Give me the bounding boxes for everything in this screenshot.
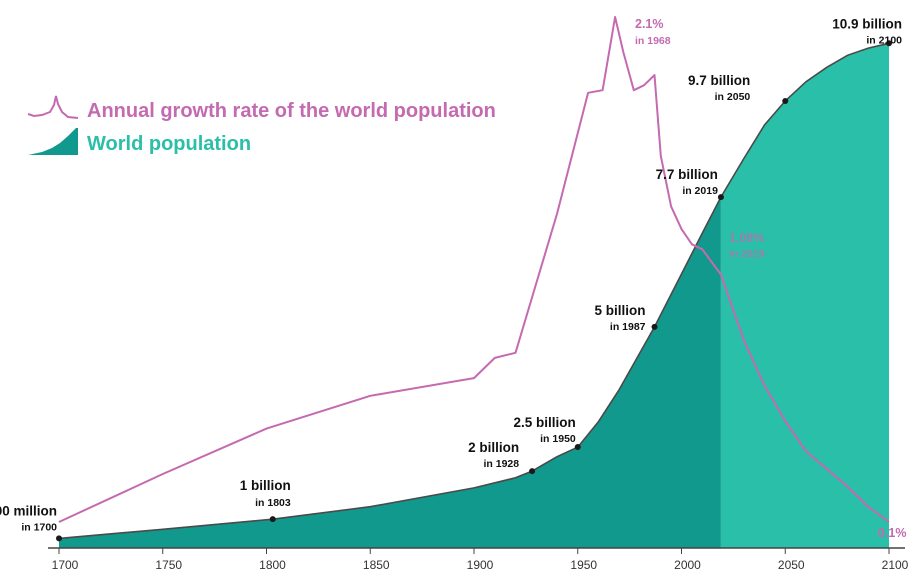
legend: Annual growth rate of the world populati… [27,95,496,155]
population-area [59,43,889,549]
population-year-label: in 1700 [21,521,57,533]
legend-population-label: World population [87,133,251,155]
x-tick-label: 1750 [155,558,182,572]
x-tick-label: 1700 [52,558,79,572]
population-value-label: 2.5 billion [513,415,575,430]
population-area-historical [59,197,721,548]
population-markers [56,40,892,542]
population-value-label: 10.9 billion [832,16,902,31]
population-year-label: in 2100 [866,34,902,46]
x-tick-label: 1950 [570,558,597,572]
growth-end-value-label: 0.1% [878,526,907,540]
x-tick-label: 2050 [778,558,805,572]
population-value-label: 1 billion [240,478,291,493]
population-year-label: in 2019 [682,185,718,197]
growth-peak-year-label: in 1968 [635,35,671,47]
population-value-label: 9.7 billion [688,73,750,88]
population-value-label: 600 million [0,503,57,518]
population-year-label: in 1950 [540,433,576,445]
data-labels: 600 million in 1700 1 billion in 1803 2 bill… [0,16,907,540]
x-tick-label: 1900 [467,558,494,572]
growth-rate-series-line [58,16,890,523]
population-area-projection [720,43,889,549]
population-year-label: in 1928 [483,458,519,470]
x-tick-label: 2000 [674,558,701,572]
population-year-label: in 1987 [610,321,646,333]
x-tick-label: 2100 [882,558,909,572]
population-marker [782,97,789,104]
population-marker [574,444,581,451]
population-marker [529,468,536,475]
population-year-label: in 2050 [715,91,751,103]
population-value-label: 2 billion [468,440,519,455]
population-marker [56,535,62,542]
growth-line-icon [27,95,79,119]
population-value-label: 5 billion [595,303,646,318]
population-year-label: in 1803 [255,497,291,509]
x-axis: 1700 1750 1800 1850 1900 1950 2000 2050 2100 [48,547,909,572]
population-area-icon [28,128,78,155]
x-tick-label: 1850 [363,558,390,572]
growth-current-year-label: in 2019 [729,248,765,260]
population-marker [886,40,892,47]
growth-peak-value-label: 2.1% [635,17,664,31]
population-value-label: 7.7 billion [656,167,718,182]
population-marker [717,194,724,201]
population-marker [651,323,658,330]
x-tick-label: 1800 [259,558,286,572]
population-marker [269,516,276,523]
legend-growth-label: Annual growth rate of the world populati… [87,100,496,122]
growth-current-value-label: 1.08% [729,231,764,245]
